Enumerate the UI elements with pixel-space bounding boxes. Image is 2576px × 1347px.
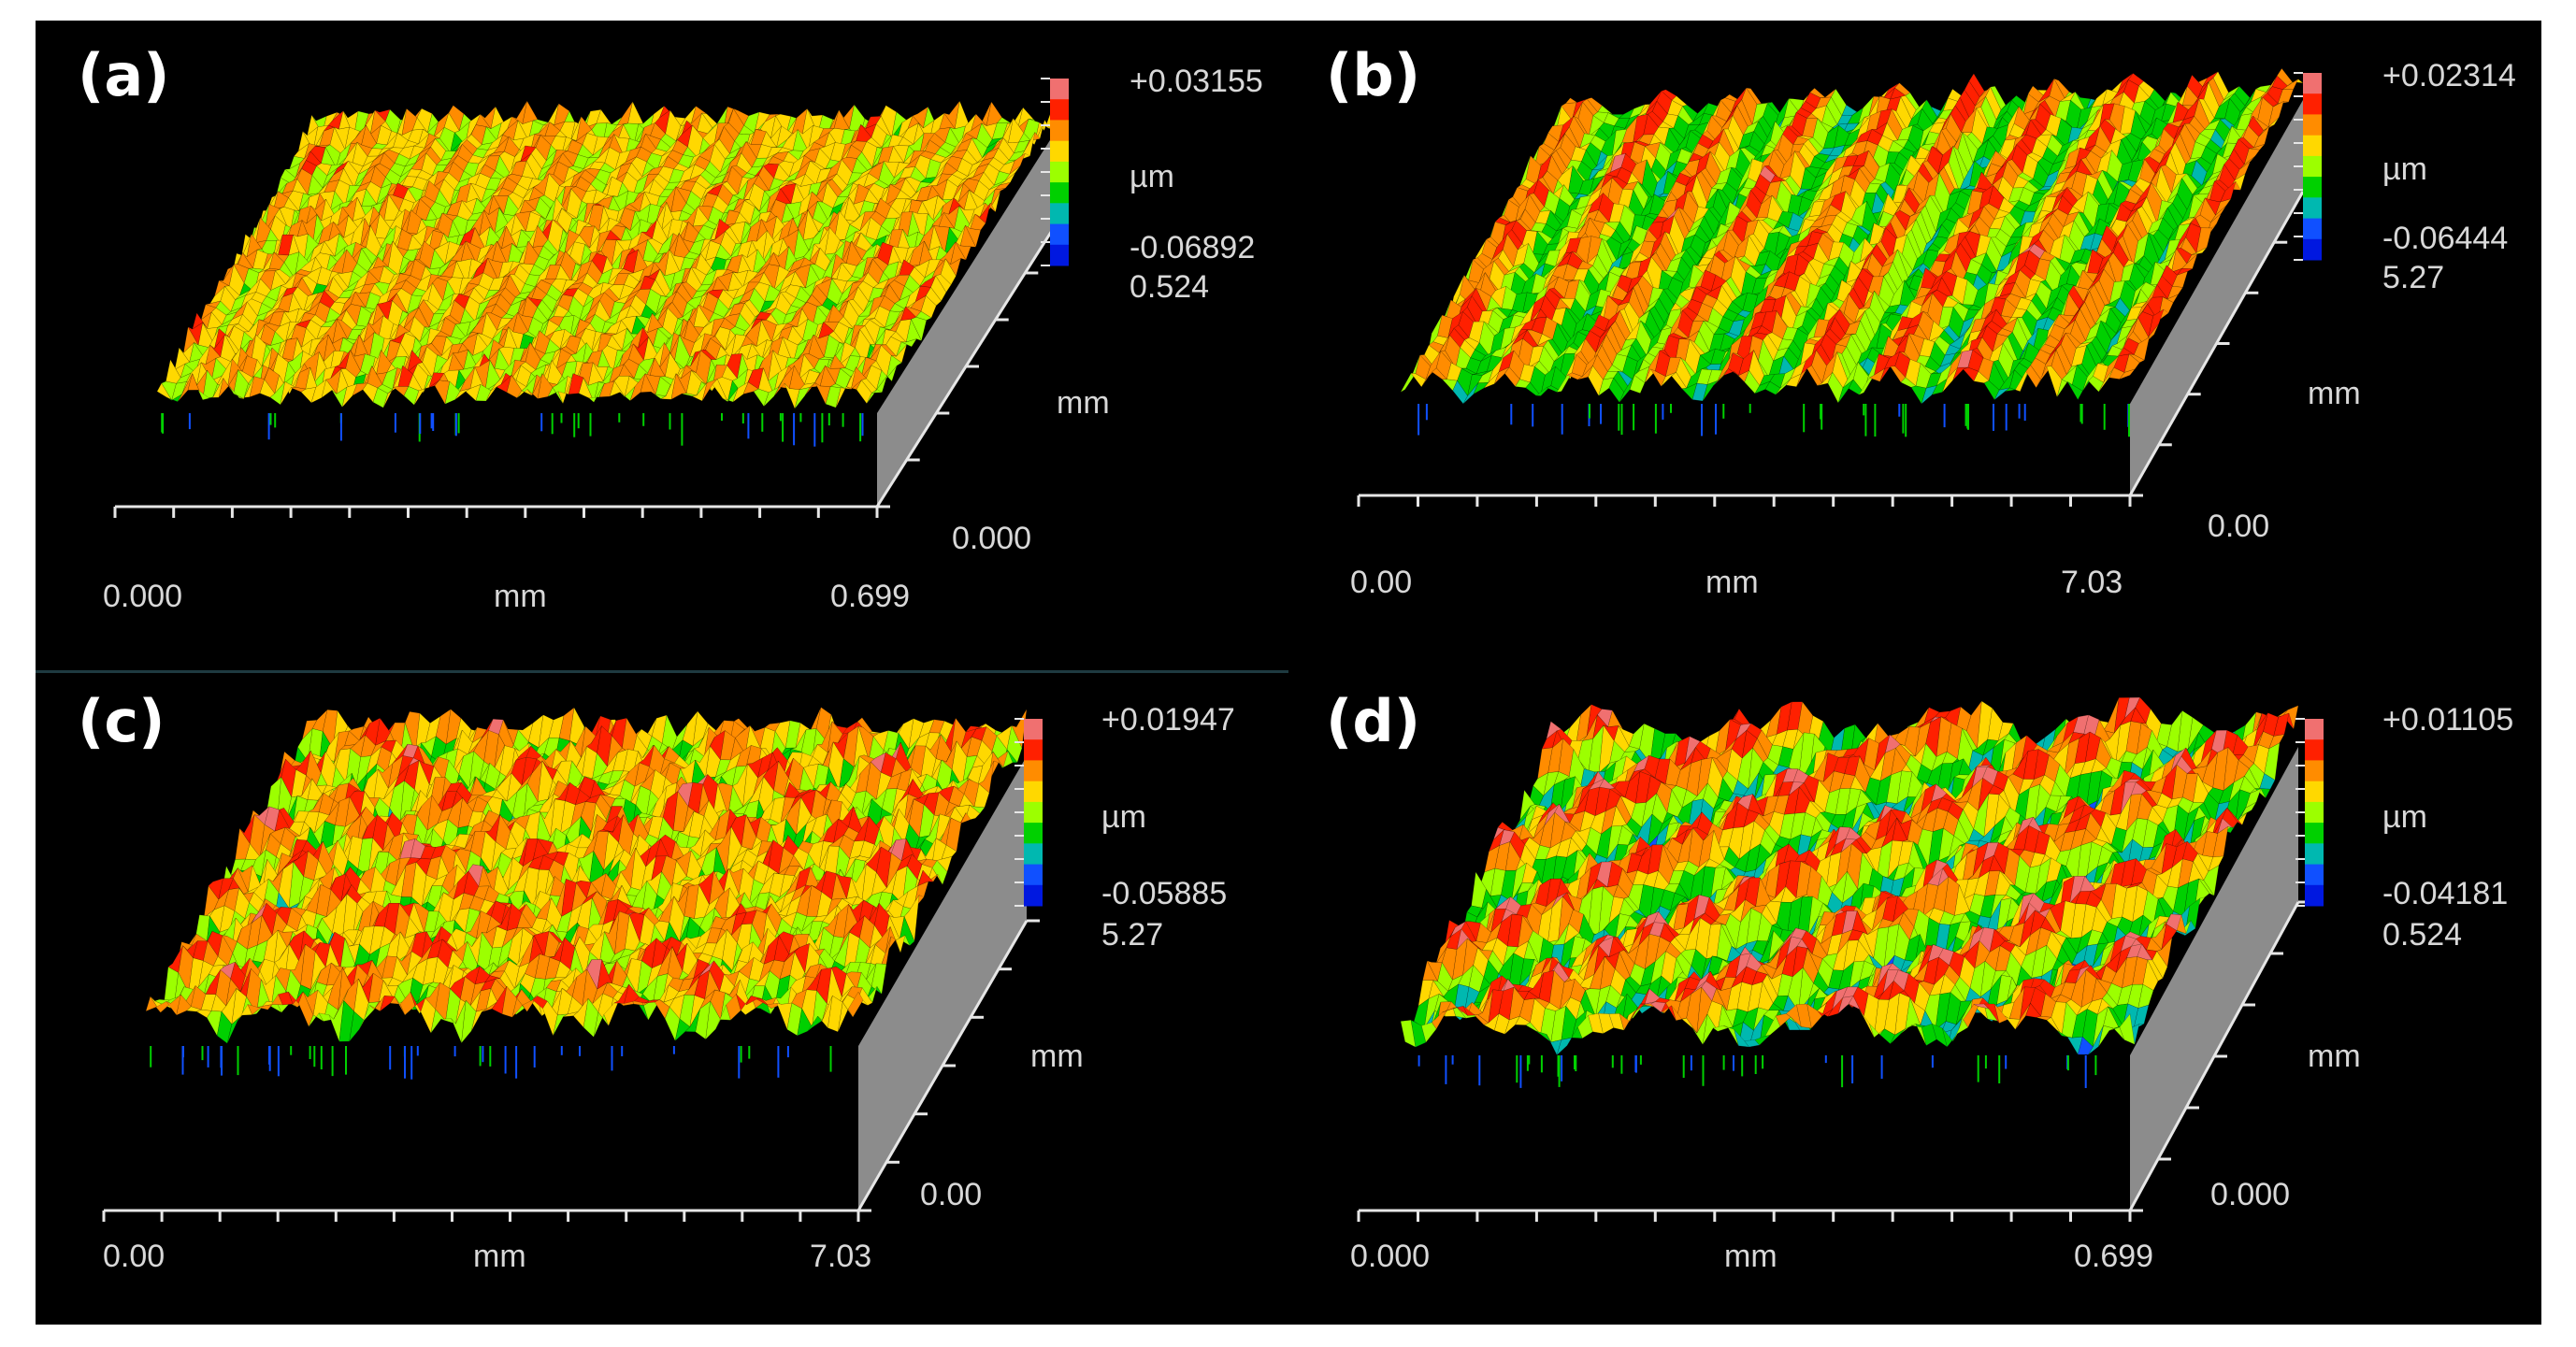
axes	[113, 224, 1068, 518]
color-scale-bar	[1041, 78, 1069, 266]
color-scale-bar	[2294, 72, 2322, 261]
z-min-label: -0.06892	[1130, 230, 1256, 265]
panel-label: (c)	[78, 687, 165, 755]
side-wall	[877, 133, 1055, 507]
color-scale-bar	[1015, 718, 1043, 907]
surface-plot-b	[1357, 67, 2322, 507]
panel-b: (b) +0.02314 µm -0.06444 5.27 mm 0.00 0.…	[1288, 21, 2541, 672]
z-max-label: +0.02314	[2382, 58, 2516, 93]
z-max-label: +0.01947	[1101, 702, 1235, 738]
y-max-label: 0.524	[2382, 917, 2463, 953]
y-min-label: 0.000	[952, 521, 1032, 556]
z-unit-label: µm	[1130, 159, 1174, 194]
surface-plot-c	[102, 707, 1043, 1222]
x-max-label: 7.03	[2061, 565, 2123, 600]
panel-divider	[36, 670, 1288, 673]
panel-a: (a) +0.03155 µm -0.06892 0.524 mm 0.000 …	[36, 21, 1288, 672]
y-max-label: 5.27	[1101, 917, 1164, 953]
side-wall	[2130, 100, 2303, 495]
color-scale-bar	[2295, 718, 2324, 907]
axes	[102, 919, 1040, 1222]
x-min-label: 0.00	[1350, 565, 1413, 600]
x-max-label: 0.699	[830, 579, 911, 614]
y-min-label: 0.000	[2210, 1177, 2291, 1212]
figure: (a) +0.03155 µm -0.06892 0.524 mm 0.000 …	[36, 21, 2541, 1325]
y-unit-label: mm	[2308, 1039, 2361, 1074]
z-max-label: +0.03155	[1130, 64, 1263, 99]
panel-label: (a)	[78, 41, 170, 109]
x-min-label: 0.000	[1350, 1239, 1431, 1274]
y-max-label: 5.27	[2382, 260, 2445, 295]
z-max-label: +0.01105	[2382, 702, 2514, 738]
x-max-label: 7.03	[810, 1239, 872, 1274]
panel-c: (c) +0.01947 µm -0.05885 5.27 mm 0.00 0.…	[36, 672, 1288, 1324]
surface-mesh	[1400, 67, 2304, 437]
surface-mesh	[156, 100, 1056, 447]
z-min-label: -0.04181	[2382, 876, 2509, 911]
side-wall	[858, 756, 1027, 1211]
side-wall	[2130, 747, 2298, 1211]
z-min-label: -0.05885	[1101, 876, 1228, 911]
x-min-label: 0.00	[103, 1239, 165, 1274]
y-unit-label: mm	[1057, 385, 1110, 421]
z-unit-label: µm	[2382, 799, 2427, 835]
panel-label: (d)	[1326, 687, 1421, 755]
panel-d: (d) +0.01105 µm -0.04181 0.524 mm 0.000 …	[1288, 672, 2541, 1324]
surface-mesh	[1400, 696, 2299, 1088]
y-max-label: 0.524	[1130, 269, 1210, 305]
axes	[1357, 900, 2311, 1222]
y-unit-label: mm	[1030, 1039, 1084, 1074]
surface-plot-d	[1357, 696, 2324, 1222]
x-unit-label: mm	[494, 579, 547, 614]
x-min-label: 0.000	[103, 579, 183, 614]
surface-plot-a	[113, 78, 1069, 518]
x-max-label: 0.699	[2074, 1239, 2154, 1274]
y-unit-label: mm	[2308, 376, 2361, 411]
z-min-label: -0.06444	[2382, 221, 2509, 256]
x-unit-label: mm	[1724, 1239, 1777, 1274]
panel-label: (b)	[1326, 41, 1421, 109]
x-unit-label: mm	[1705, 565, 1759, 600]
z-unit-label: µm	[1101, 799, 1146, 835]
x-unit-label: mm	[473, 1239, 526, 1274]
surface-mesh	[145, 707, 1028, 1080]
y-min-label: 0.00	[920, 1177, 983, 1212]
z-unit-label: µm	[2382, 151, 2427, 187]
y-min-label: 0.00	[2208, 509, 2270, 544]
